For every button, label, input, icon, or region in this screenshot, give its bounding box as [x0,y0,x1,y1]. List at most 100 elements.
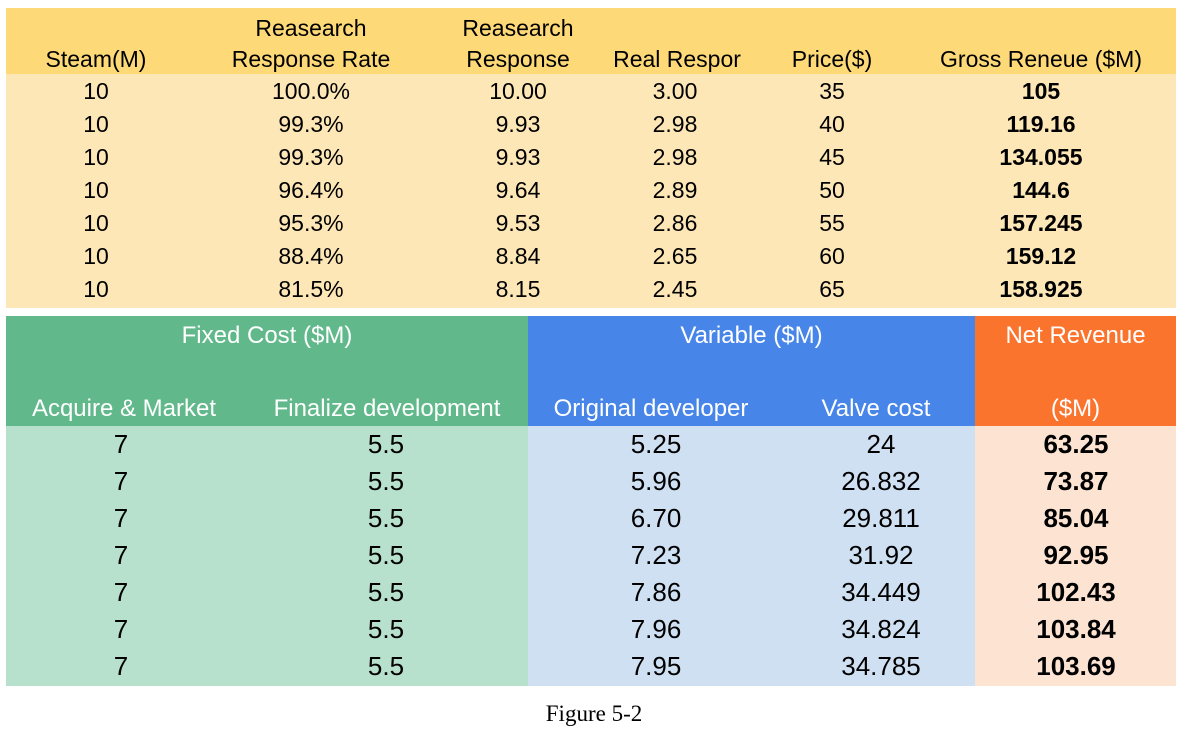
cell-original-developer: 7.95 [630,651,682,681]
cell-gross-revenue: 119.16 [1006,111,1076,137]
gross-revenue-header-band: Steam(M) Reasearch Response Rate Reasear… [6,8,1176,74]
cell-response: 9.93 [495,144,541,170]
cell-acquire-market: 7 [113,614,129,644]
cell-steam: 10 [83,111,109,137]
cell-steam: 10 [83,276,109,302]
cell-gross-revenue: 105 [1021,78,1061,104]
cell-finalize-development: 5.5 [367,651,405,681]
cell-finalize-development: 5.5 [367,503,405,533]
table-row: 7 5.5 7.23 31.92 92.95 [6,537,1176,574]
cell-valve-cost: 31.92 [848,540,914,570]
cell-real-response: 2.98 [652,111,698,137]
cell-original-developer: 5.25 [630,429,682,459]
header-steam: Steam(M) [45,46,147,72]
cell-response: 9.93 [495,111,541,137]
cell-finalize-development: 5.5 [367,540,405,570]
cell-original-developer: 6.70 [630,503,682,533]
cell-response-rate: 81.5% [278,276,344,302]
cell-price: 60 [819,243,845,269]
cell-price: 35 [819,78,845,104]
cell-original-developer: 7.96 [630,614,682,644]
net-revenue-body-band [975,426,1176,686]
cell-response-rate: 96.4% [278,177,344,203]
table-row: 10 81.5% 8.15 2.45 65 158.925 [6,274,1176,305]
cell-valve-cost: 26.832 [841,466,921,496]
fixed-cost-body-band [6,426,528,686]
cell-response: 10.00 [489,78,547,104]
cell-valve-cost: 34.824 [841,614,921,644]
cell-price: 65 [819,276,845,302]
table-row: 10 99.3% 9.93 2.98 45 134.055 [6,142,1176,173]
cell-real-response: 2.98 [652,144,698,170]
gross-revenue-body: 10 100.0% 10.00 3.00 35 105 10 99.3% 9.93 2.98 40 1… [6,74,1176,308]
cell-gross-revenue: 144.6 [1012,177,1070,203]
table-row: 10 99.3% 9.93 2.98 40 119.16 [6,109,1176,140]
cell-response-rate: 88.4% [278,243,344,269]
cell-price: 55 [819,210,845,236]
cell-gross-revenue: 157.245 [999,210,1083,236]
cell-price: 45 [819,144,845,170]
cell-steam: 10 [83,177,109,203]
cell-real-response: 2.86 [652,210,698,236]
header-real-response: Real Respor [613,46,741,72]
cell-finalize-development: 5.5 [367,466,405,496]
table-row: 7 5.5 6.70 29.811 85.04 [6,500,1176,537]
cell-original-developer: 7.23 [630,540,682,570]
figure-caption: Figure 5-2 [545,701,643,726]
cell-net-revenue: 92.95 [1043,540,1109,570]
net-revenue-table: Fixed Cost ($M) Variable ($M) Net Revenu… [6,316,1176,686]
cell-steam: 10 [83,144,109,170]
cell-gross-revenue: 134.055 [999,144,1083,170]
cell-price: 50 [819,177,845,203]
table-row: 10 96.4% 9.64 2.89 50 144.6 [6,175,1176,206]
net-revenue-heading: Net Revenue [1005,322,1146,349]
cell-acquire-market: 7 [113,503,129,533]
cell-response-rate: 99.3% [278,144,344,170]
table-row: 7 5.5 5.25 24 63.25 [6,426,1176,463]
net-revenue-body: 7 5.5 5.25 24 63.25 7 5.5 5.96 26.832 73.87 7 5.5 6.… [6,426,1176,686]
cell-original-developer: 5.96 [630,466,682,496]
cell-net-revenue: 73.87 [1043,466,1109,496]
cell-real-response: 3.00 [652,78,698,104]
cell-finalize-development: 5.5 [367,577,405,607]
subheader-finalize-development: Finalize development [273,395,501,422]
table-row: 7 5.5 7.96 34.824 103.84 [6,611,1176,648]
cell-real-response: 2.89 [652,177,698,203]
header-response-line2: Response [466,46,570,72]
cell-net-revenue: 63.25 [1043,429,1109,459]
variable-cost-header-band [528,316,975,426]
header-response-rate-line2: Response Rate [231,46,391,72]
subheader-acquire-market: Acquire & Market [31,395,217,422]
table-row: 10 88.4% 8.84 2.65 60 159.12 [6,241,1176,272]
cell-response-rate: 95.3% [278,210,344,236]
cell-steam: 10 [83,210,109,236]
cell-response-rate: 100.0% [271,78,350,104]
cell-response: 9.64 [495,177,541,203]
cell-original-developer: 7.86 [630,577,682,607]
gross-revenue-table: Steam(M) Reasearch Response Rate Reasear… [6,8,1176,308]
cell-net-revenue: 103.69 [1036,651,1116,681]
header-response-line1: Reasearch [462,15,574,41]
cell-valve-cost: 34.785 [841,651,921,681]
cell-acquire-market: 7 [113,577,129,607]
cell-finalize-development: 5.5 [367,614,405,644]
subheader-valve-cost: Valve cost [821,395,931,422]
cell-price: 40 [819,111,845,137]
cell-valve-cost: 34.449 [841,577,921,607]
table-row: 10 100.0% 10.00 3.00 35 105 [6,76,1176,107]
cell-response: 8.15 [495,276,541,302]
cell-finalize-development: 5.5 [367,429,405,459]
subheader-net-unit: ($M) [1050,395,1101,422]
cell-acquire-market: 7 [113,466,129,496]
fixed-cost-header-band [6,316,528,426]
cell-net-revenue: 102.43 [1036,577,1116,607]
cell-acquire-market: 7 [113,651,129,681]
table-row: 10 95.3% 9.53 2.86 55 157.245 [6,208,1176,239]
net-revenue-header-band [975,316,1176,426]
table-row: 7 5.5 5.96 26.832 73.87 [6,463,1176,500]
header-price: Price($) [791,46,873,72]
cell-acquire-market: 7 [113,540,129,570]
cell-response: 9.53 [495,210,541,236]
cell-valve-cost: 24 [866,429,896,459]
cell-valve-cost: 29.811 [842,503,920,533]
